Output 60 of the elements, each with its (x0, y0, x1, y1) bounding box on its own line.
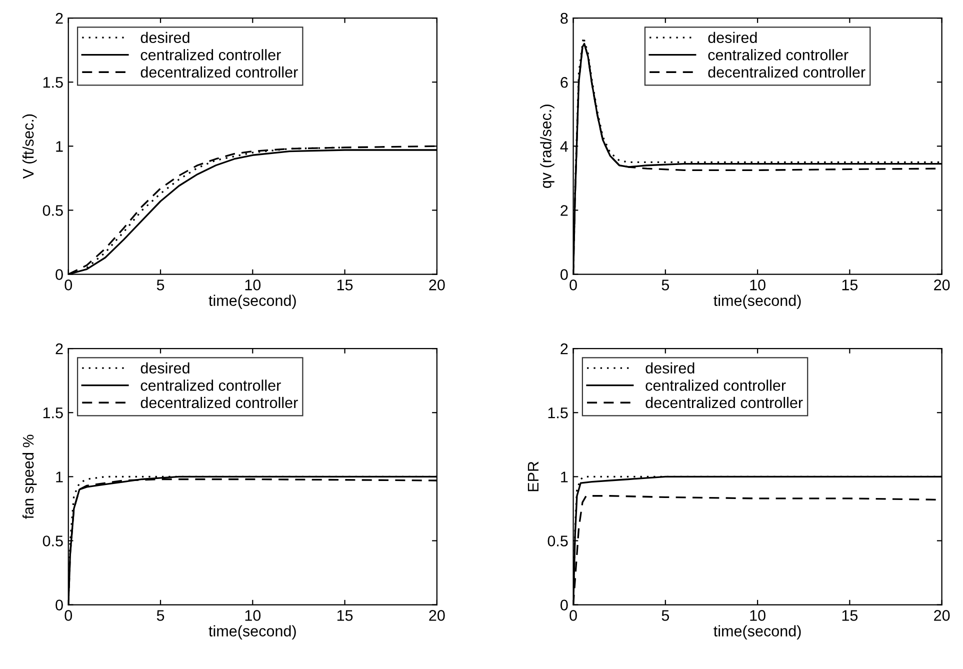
y-tick-label: 0 (560, 269, 568, 280)
x-tick-label: 0 (64, 280, 72, 290)
legend-label: desired (708, 32, 757, 44)
y-tick-label: 0.5 (548, 536, 568, 546)
x-tick-label: 5 (156, 280, 164, 290)
legend-label: desired (646, 362, 694, 374)
y-tick-label: 4 (560, 141, 568, 152)
y-tick-label: 2 (56, 12, 63, 24)
legend-label: desired (140, 362, 190, 374)
legend-label: centralized controller (140, 380, 281, 391)
x-tick-label: 10 (245, 280, 261, 290)
x-axis-title: time(second) (714, 625, 801, 640)
y-tick-label: 0 (56, 269, 63, 280)
legend-label: decentralized controller (140, 396, 298, 408)
x-tick-label: 20 (934, 280, 950, 290)
y-tick-label: 0.5 (42, 205, 63, 216)
x-tick-label: 15 (842, 280, 858, 290)
x-tick-label: 0 (570, 280, 577, 290)
y-tick-label: 2 (560, 343, 568, 354)
x-axis-title: time(second) (208, 294, 296, 309)
y-tick-label: 2 (560, 205, 568, 216)
y-tick-label: 8 (560, 12, 568, 24)
y-axis-title: qv (rad/sec.) (540, 104, 554, 188)
y-tick-label: 0.5 (42, 536, 63, 546)
y-tick-label: 0 (560, 600, 568, 610)
y-tick-label: 1 (561, 472, 568, 482)
y-tick-label: 1.5 (548, 408, 568, 418)
x-tick-label: 15 (842, 610, 858, 621)
legend-label: centralized controller (646, 380, 786, 391)
x-tick-label: 20 (934, 610, 950, 621)
x-tick-label: 5 (662, 610, 670, 621)
y-tick-label: 1 (56, 472, 63, 482)
x-tick-label: 15 (337, 280, 353, 290)
y-tick-label: 6 (560, 76, 568, 88)
x-tick-label: 20 (429, 610, 445, 621)
x-axis-title: time(second) (208, 625, 296, 640)
legend-label: decentralized controller (708, 66, 866, 78)
y-axis-title: fan speed % (22, 434, 37, 519)
legend-label: centralized controller (140, 49, 281, 60)
y-tick-label: 2 (56, 343, 63, 354)
x-tick-label: 5 (156, 610, 164, 621)
x-tick-label: 0 (64, 610, 72, 621)
x-tick-label: 5 (662, 280, 670, 290)
y-tick-label: 0 (56, 600, 63, 610)
x-tick-label: 10 (750, 610, 766, 621)
x-tick-label: 20 (429, 280, 445, 290)
y-axis-title: V (ft/sec.) (22, 114, 37, 179)
legend-label: decentralized controller (646, 396, 803, 408)
x-tick-label: 15 (337, 610, 353, 621)
y-axis-title: EPR (528, 462, 538, 492)
x-tick-label: 10 (750, 280, 766, 290)
legend-label: desired (140, 32, 190, 44)
y-tick-label: 1 (56, 141, 63, 152)
x-tick-label: 10 (245, 610, 261, 621)
legend-label: decentralized controller (140, 66, 298, 78)
x-tick-label: 0 (570, 610, 577, 621)
legend-label: centralized controller (708, 49, 848, 60)
y-tick-label: 1.5 (43, 408, 63, 418)
y-tick-label: 1.5 (43, 77, 63, 88)
x-axis-title: time(second) (714, 294, 801, 309)
